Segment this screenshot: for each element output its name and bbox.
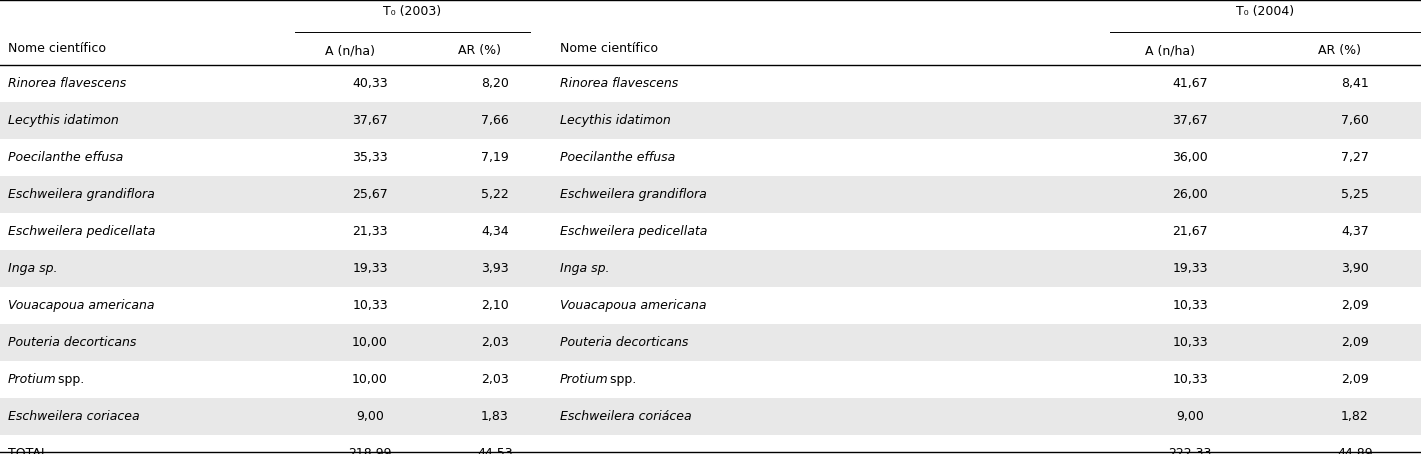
Text: 1,83: 1,83: [482, 410, 509, 423]
Text: 7,27: 7,27: [1341, 151, 1368, 164]
Text: Protium: Protium: [560, 373, 608, 386]
Text: 10,00: 10,00: [352, 336, 388, 349]
Text: 2,09: 2,09: [1341, 373, 1368, 386]
Text: 10,33: 10,33: [352, 299, 388, 312]
Text: 26,00: 26,00: [1172, 188, 1208, 201]
Text: Protium: Protium: [9, 373, 57, 386]
Text: 44,53: 44,53: [477, 447, 513, 454]
Text: 25,67: 25,67: [352, 188, 388, 201]
Text: 19,33: 19,33: [352, 262, 388, 275]
Text: Eschweilera pedicellata: Eschweilera pedicellata: [560, 225, 708, 238]
Text: 10,33: 10,33: [1172, 373, 1208, 386]
Bar: [0, 102, 1421, 139]
Text: Pouteria decorticans: Pouteria decorticans: [560, 336, 688, 349]
Text: T₀ (2003): T₀ (2003): [384, 5, 442, 19]
Text: 37,67: 37,67: [352, 114, 388, 127]
Text: 8,20: 8,20: [482, 77, 509, 90]
Text: Eschweilera grandiflora: Eschweilera grandiflora: [560, 188, 706, 201]
Text: 2,03: 2,03: [482, 373, 509, 386]
Text: Eschweilera pedicellata: Eschweilera pedicellata: [9, 225, 155, 238]
Text: Nome científico: Nome científico: [560, 42, 658, 55]
Text: 9,00: 9,00: [357, 410, 384, 423]
Text: Vouacapoua americana: Vouacapoua americana: [560, 299, 706, 312]
Text: 222,33: 222,33: [1168, 447, 1212, 454]
Text: Eschweilera coriácea: Eschweilera coriácea: [560, 410, 692, 423]
Text: 21,67: 21,67: [1172, 225, 1208, 238]
Text: Nome científico: Nome científico: [9, 42, 107, 55]
Text: Eschweilera grandiflora: Eschweilera grandiflora: [9, 188, 155, 201]
Text: 7,19: 7,19: [482, 151, 509, 164]
Text: Eschweilera coriacea: Eschweilera coriacea: [9, 410, 139, 423]
Text: 2,09: 2,09: [1341, 336, 1368, 349]
Bar: [0, 176, 1421, 213]
Text: 8,41: 8,41: [1341, 77, 1368, 90]
Bar: [0, 398, 1421, 435]
Text: Lecythis idatimon: Lecythis idatimon: [9, 114, 119, 127]
Text: Lecythis idatimon: Lecythis idatimon: [560, 114, 671, 127]
Text: 36,00: 36,00: [1172, 151, 1208, 164]
Text: spp.: spp.: [605, 373, 637, 386]
Text: Poecilanthe effusa: Poecilanthe effusa: [560, 151, 675, 164]
Text: 41,67: 41,67: [1172, 77, 1208, 90]
Text: AR (%): AR (%): [1319, 44, 1361, 57]
Text: 5,22: 5,22: [482, 188, 509, 201]
Text: 10,33: 10,33: [1172, 299, 1208, 312]
Text: 21,33: 21,33: [352, 225, 388, 238]
Text: spp.: spp.: [54, 373, 84, 386]
Text: 44,89: 44,89: [1337, 447, 1373, 454]
Text: Poecilanthe effusa: Poecilanthe effusa: [9, 151, 124, 164]
Text: 3,93: 3,93: [482, 262, 509, 275]
Bar: [0, 324, 1421, 361]
Text: 19,33: 19,33: [1172, 262, 1208, 275]
Text: 10,00: 10,00: [352, 373, 388, 386]
Text: A (n/ha): A (n/ha): [1145, 44, 1195, 57]
Text: Inga sp.: Inga sp.: [560, 262, 610, 275]
Text: T₀ (2004): T₀ (2004): [1236, 5, 1295, 19]
Text: 7,60: 7,60: [1341, 114, 1368, 127]
Text: Rinorea flavescens: Rinorea flavescens: [560, 77, 678, 90]
Text: 4,37: 4,37: [1341, 225, 1368, 238]
Text: 2,10: 2,10: [482, 299, 509, 312]
Text: 2,09: 2,09: [1341, 299, 1368, 312]
Text: 218,99: 218,99: [348, 447, 392, 454]
Text: 37,67: 37,67: [1172, 114, 1208, 127]
Text: 1,82: 1,82: [1341, 410, 1368, 423]
Text: 10,33: 10,33: [1172, 336, 1208, 349]
Text: 7,66: 7,66: [482, 114, 509, 127]
Text: Rinorea flavescens: Rinorea flavescens: [9, 77, 126, 90]
Text: 40,33: 40,33: [352, 77, 388, 90]
Bar: [0, 250, 1421, 287]
Text: 4,34: 4,34: [482, 225, 509, 238]
Text: 5,25: 5,25: [1341, 188, 1368, 201]
Text: 9,00: 9,00: [1177, 410, 1204, 423]
Text: 3,90: 3,90: [1341, 262, 1368, 275]
Text: TOTAL: TOTAL: [9, 447, 48, 454]
Text: Pouteria decorticans: Pouteria decorticans: [9, 336, 136, 349]
Text: A (n/ha): A (n/ha): [325, 44, 375, 57]
Text: Vouacapoua americana: Vouacapoua americana: [9, 299, 155, 312]
Text: 35,33: 35,33: [352, 151, 388, 164]
Text: Inga sp.: Inga sp.: [9, 262, 57, 275]
Text: 2,03: 2,03: [482, 336, 509, 349]
Text: AR (%): AR (%): [459, 44, 502, 57]
